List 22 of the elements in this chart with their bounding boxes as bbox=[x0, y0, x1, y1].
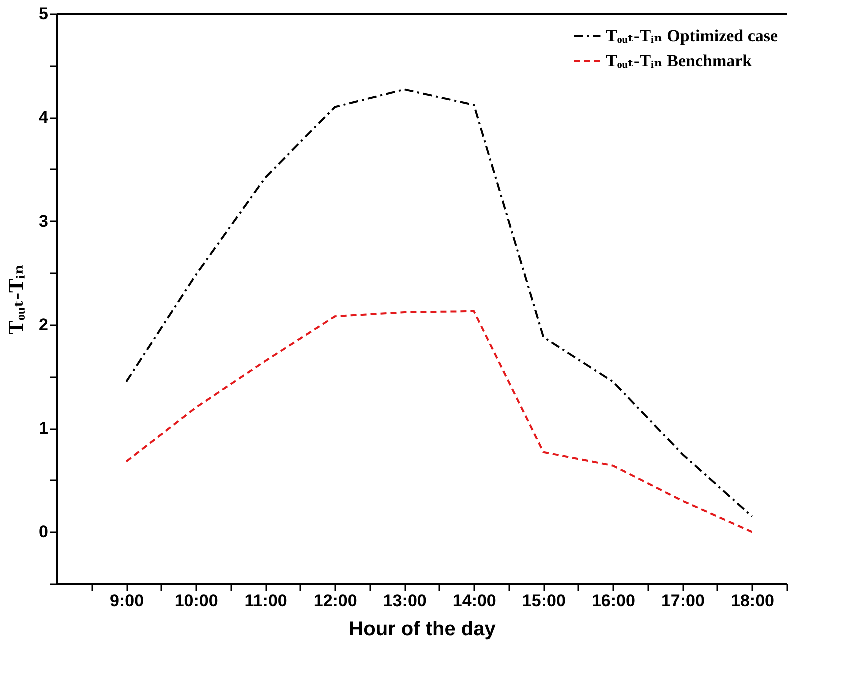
x-tick-label: 16:00 bbox=[592, 592, 636, 610]
y-tick-label: 0 bbox=[39, 522, 48, 542]
x-tick-label: 13:00 bbox=[383, 592, 427, 610]
line-series bbox=[126, 88, 754, 518]
legend-label: Tₒᵤₜ-Tᵢₙ Benchmark bbox=[606, 52, 753, 70]
x-tick-label: 12:00 bbox=[314, 592, 358, 610]
x-tick-label: 15:00 bbox=[522, 592, 566, 610]
x-tick-label: 18:00 bbox=[730, 592, 774, 610]
y-axis-title: Tₒᵤₜ-Tᵢₙ bbox=[4, 264, 28, 335]
x-tick-label: 17:00 bbox=[661, 592, 705, 610]
y-tick-label: 5 bbox=[39, 4, 48, 24]
y-tick-label: 1 bbox=[39, 419, 48, 438]
x-tick-label: 11:00 bbox=[244, 592, 288, 610]
line-series bbox=[126, 310, 754, 534]
legend-label: Tₒᵤₜ-Tᵢₙ Optimized case bbox=[606, 26, 779, 46]
x-tick-label: 9:00 bbox=[110, 592, 144, 610]
y-tick-label: 4 bbox=[39, 108, 50, 128]
y-tick-label: 3 bbox=[39, 212, 48, 231]
x-tick-label: 10:00 bbox=[174, 592, 218, 610]
x-tick-label: 14:00 bbox=[452, 592, 496, 610]
x-axis-title: Hour of the day bbox=[349, 618, 497, 640]
y-tick-label: 2 bbox=[39, 315, 48, 334]
